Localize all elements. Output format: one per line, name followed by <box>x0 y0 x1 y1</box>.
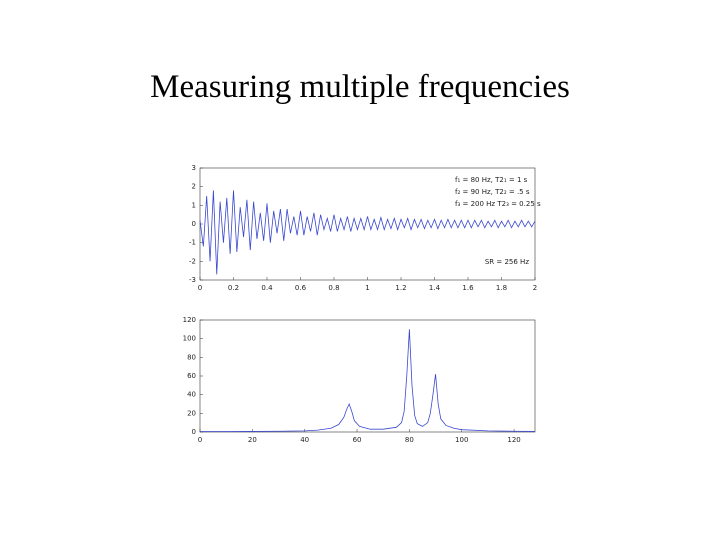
x-tick-label: 20 <box>248 436 257 444</box>
x-tick-label: 1.4 <box>429 284 441 292</box>
annotation: f₃ = 200 Hz T2₃ = 0.25 s <box>455 200 541 208</box>
y-tick-label: 60 <box>187 372 196 380</box>
x-tick-label: 40 <box>300 436 309 444</box>
y-tick-label: 20 <box>187 409 196 417</box>
x-tick-label: 1 <box>365 284 369 292</box>
y-tick-label: 1 <box>192 201 196 209</box>
y-tick-label: 0 <box>192 428 196 436</box>
y-tick-label: -1 <box>189 239 196 247</box>
x-tick-label: 80 <box>405 436 414 444</box>
x-tick-label: 100 <box>455 436 468 444</box>
y-tick-label: 0 <box>192 220 196 228</box>
signal-line <box>200 329 536 432</box>
x-tick-label: 1.6 <box>462 284 474 292</box>
x-tick-label: 1.2 <box>395 284 406 292</box>
slide-title: Measuring multiple frequencies <box>150 69 570 105</box>
y-tick-label: 120 <box>183 316 196 324</box>
x-tick-label: 0.6 <box>295 284 307 292</box>
y-tick-label: 2 <box>192 183 196 191</box>
annotation: f₂ = 90 Hz, T2₂ = .5 s <box>455 188 530 196</box>
y-tick-label: 3 <box>192 164 196 172</box>
annotation: SR = 256 Hz <box>485 258 529 266</box>
y-tick-label: 100 <box>183 335 196 343</box>
signal-line <box>199 190 536 275</box>
x-tick-label: 1.8 <box>496 284 507 292</box>
x-tick-label: 0.4 <box>261 284 273 292</box>
y-tick-label: -3 <box>189 276 196 284</box>
x-tick-label: 0.8 <box>328 284 339 292</box>
x-tick-label: 60 <box>353 436 362 444</box>
y-tick-label: -2 <box>189 257 196 265</box>
x-tick-label: 2 <box>533 284 537 292</box>
x-tick-label: 0 <box>198 284 202 292</box>
y-tick-label: 40 <box>187 391 196 399</box>
x-tick-label: 120 <box>507 436 520 444</box>
plot-frame <box>199 319 536 433</box>
y-tick-label: 80 <box>187 353 196 361</box>
x-tick-label: 0.2 <box>228 284 239 292</box>
x-tick-label: 0 <box>198 436 202 444</box>
annotation: f₁ = 80 Hz, T2₁ = 1 s <box>455 176 528 184</box>
